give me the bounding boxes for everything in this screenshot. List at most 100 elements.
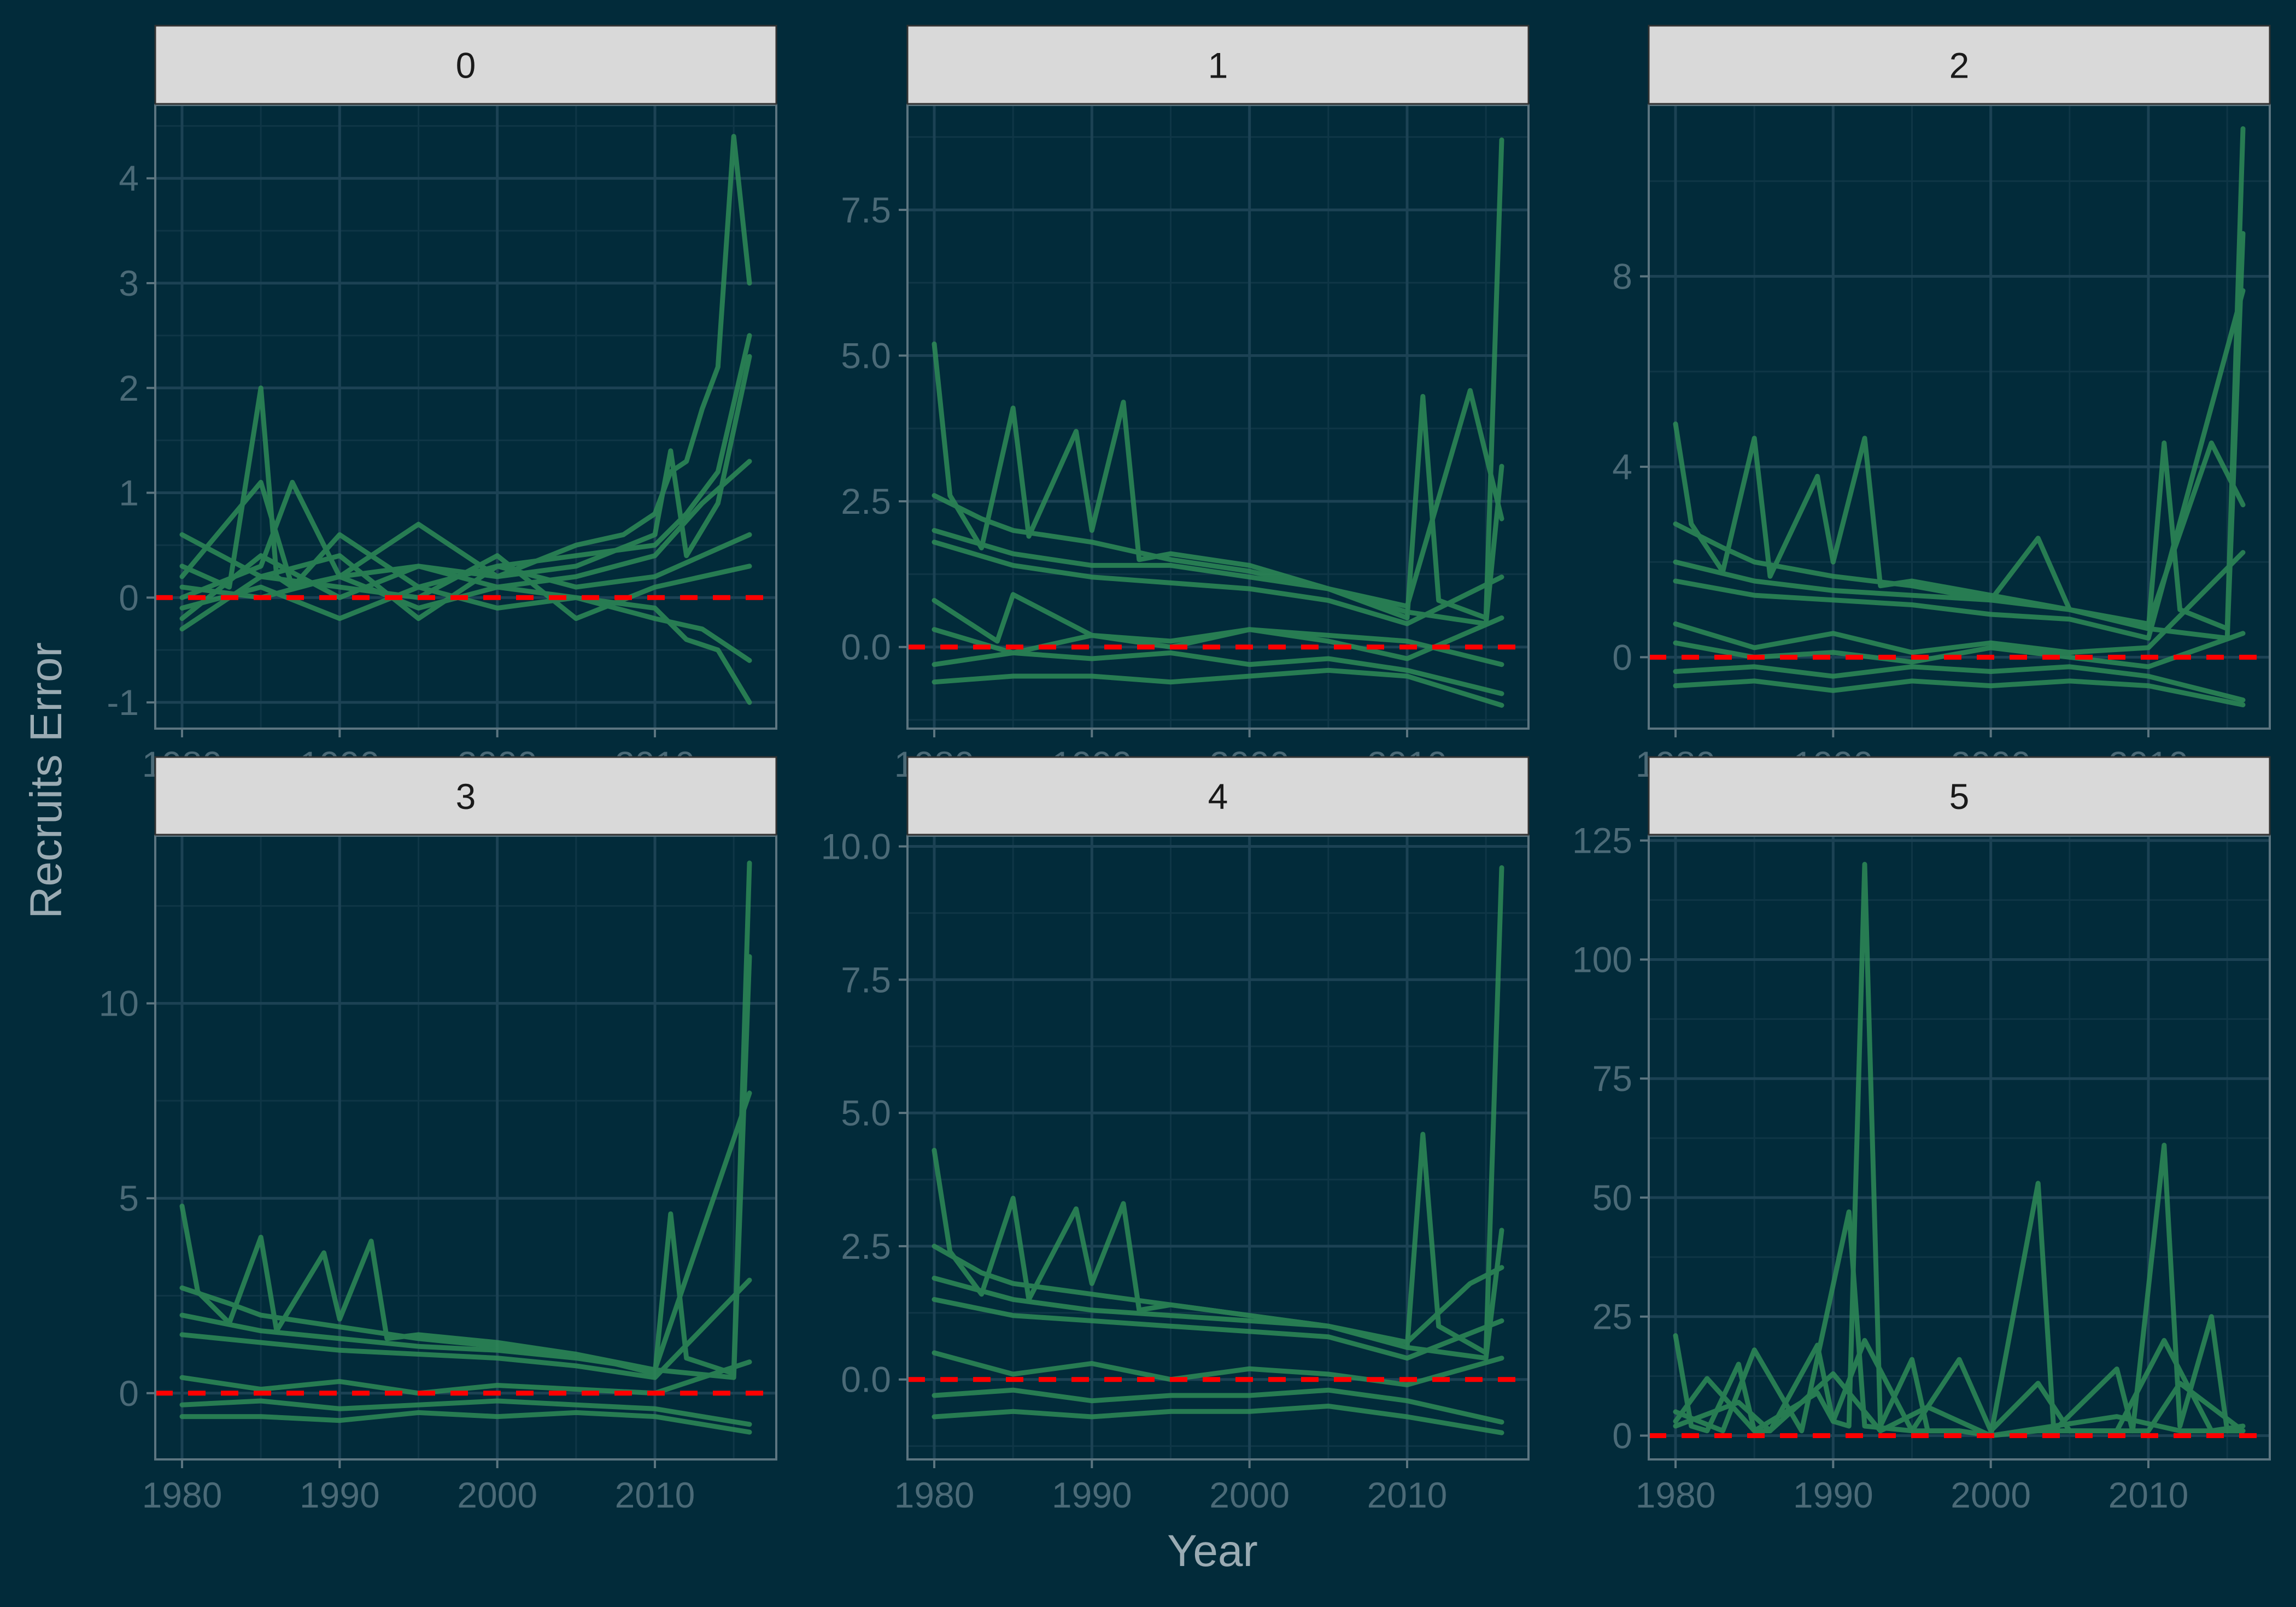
series-lines — [932, 865, 1504, 1435]
x-tick-label: 2010 — [615, 1475, 695, 1515]
axes: 1980 1990 2000 2010 0 25 50 75 100 125 — [1572, 820, 2189, 1515]
y-tick-label: 2.5 — [841, 481, 891, 521]
facet-strip — [906, 756, 1530, 836]
series-line-4 — [932, 539, 1504, 626]
x-tick-label: 1980 — [142, 1475, 222, 1515]
series-line-1 — [1673, 861, 2246, 1438]
minor-grid — [1649, 105, 2270, 729]
series-line-6 — [932, 650, 1504, 696]
panel-border — [906, 835, 1530, 1461]
series-lines — [179, 860, 752, 1435]
series-line-2 — [932, 464, 1504, 626]
series-line-1 — [932, 865, 1504, 1356]
y-tick-label: 10.0 — [821, 826, 891, 867]
y-tick-label: 0 — [119, 577, 139, 618]
series-lines — [932, 137, 1504, 708]
x-tick-label: 2000 — [457, 1475, 537, 1515]
x-tick-label: 1990 — [300, 1475, 380, 1515]
facet-strip — [154, 756, 777, 836]
x-tick-label: 1980 — [1636, 1475, 1716, 1515]
series-line-5 — [1673, 550, 2246, 655]
series-line-8 — [179, 553, 752, 632]
facet-panel-2: 19801990200020100482 — [1612, 25, 2271, 784]
x-tick-label: 1980 — [894, 1475, 975, 1515]
y-tick-label: 0.0 — [841, 627, 891, 667]
x-tick-label: 2000 — [1209, 1475, 1290, 1515]
y-tick-label: 0.0 — [841, 1359, 891, 1400]
y-tick-label: 0 — [119, 1373, 139, 1414]
series-line-5 — [932, 592, 1504, 667]
series-line-3 — [932, 1265, 1504, 1345]
facet-panel-5: 1980 1990 2000 2010 0 25 50 75 100 125 5 — [1572, 756, 2271, 1515]
series-line-4 — [932, 1297, 1504, 1361]
x-tick-label: 2000 — [1951, 1475, 2031, 1515]
facet-strip-label: 3 — [456, 776, 476, 817]
y-axis-title: Recruits Error — [21, 642, 71, 919]
facet-strip-label: 4 — [1208, 776, 1228, 817]
y-tick-label: 5.0 — [841, 1093, 891, 1133]
facet-panels: 1980199020002010-10123401980199020002010… — [99, 25, 2271, 1515]
panel-border — [906, 104, 1530, 730]
y-tick-label: -1 — [107, 682, 139, 723]
series-line-3 — [179, 354, 752, 600]
series-line-7 — [932, 667, 1504, 708]
facet-strip — [906, 25, 1530, 105]
series-line-3 — [179, 1090, 752, 1373]
series-line-6 — [179, 1398, 752, 1427]
series-line-8 — [932, 615, 1504, 661]
y-tick-label: 8 — [1612, 256, 1632, 297]
minor-grid — [155, 105, 776, 729]
panel-border — [1648, 104, 2271, 730]
panel-border — [1648, 835, 2271, 1461]
series-line-3 — [932, 388, 1504, 609]
x-tick-label: 2010 — [1367, 1475, 1448, 1515]
y-tick-label: 7.5 — [841, 190, 891, 230]
series-line-5 — [932, 1350, 1504, 1387]
y-tick-label: 4 — [119, 158, 139, 198]
facet-panel-3: 1980 1990 2000 2010 0 5 10 3 — [99, 756, 777, 1515]
axes: 1980 1990 2000 2010 0 5 10 — [99, 983, 695, 1515]
y-tick-label: 5 — [119, 1178, 139, 1218]
y-tick-label: 5.0 — [841, 336, 891, 376]
y-tick-label: 7.5 — [841, 959, 891, 1000]
y-tick-label: 100 — [1572, 939, 1632, 980]
y-tick-label: 2.5 — [841, 1226, 891, 1266]
series-line-7 — [179, 532, 752, 621]
series-line-7 — [1673, 678, 2246, 707]
series-line-3 — [1673, 440, 2246, 626]
panel-background — [155, 836, 776, 1459]
series-line-4 — [179, 1277, 752, 1380]
y-tick-label: 2 — [119, 368, 139, 408]
y-tick-label: 3 — [119, 263, 139, 303]
y-tick-label: 10 — [99, 983, 139, 1024]
facet-strip-label: 0 — [456, 45, 476, 86]
x-tick-label: 1990 — [1052, 1475, 1132, 1515]
facet-strip — [1648, 756, 2271, 836]
series-line-2 — [179, 954, 752, 1380]
series-lines — [1673, 861, 2246, 1438]
facet-strip-label: 2 — [1949, 45, 1970, 86]
panel-background — [907, 836, 1528, 1459]
y-tick-label: 50 — [1592, 1177, 1632, 1218]
series-line-4 — [1673, 1371, 2246, 1438]
y-tick-label: 0 — [1612, 1415, 1632, 1456]
facet-strip — [1648, 25, 2271, 105]
facet-strip — [154, 25, 777, 105]
major-grid — [1649, 836, 2270, 1459]
facet-strip-label: 5 — [1949, 776, 1970, 817]
series-line-6 — [179, 574, 752, 663]
facet-strip-label: 1 — [1208, 45, 1228, 86]
series-line-2 — [1673, 1209, 2246, 1434]
y-tick-label: 125 — [1572, 820, 1632, 861]
y-tick-label: 0 — [1612, 637, 1632, 677]
series-line-6 — [932, 1387, 1504, 1425]
panel-border — [154, 835, 777, 1461]
series-line-2 — [932, 1228, 1504, 1361]
y-tick-label: 25 — [1592, 1297, 1632, 1337]
y-tick-label: 4 — [1612, 447, 1632, 487]
x-tick-label: 1990 — [1793, 1475, 1873, 1515]
series-line-5 — [179, 1359, 752, 1396]
